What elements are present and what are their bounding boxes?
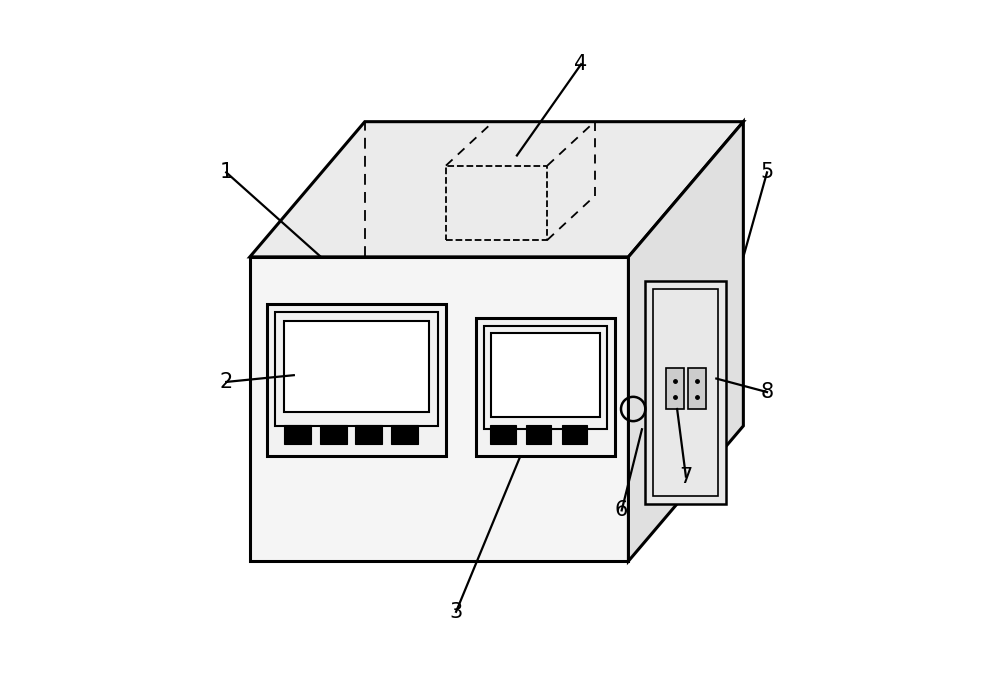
- Text: 7: 7: [679, 466, 693, 487]
- Polygon shape: [562, 425, 587, 444]
- Polygon shape: [476, 318, 615, 456]
- Polygon shape: [355, 425, 382, 444]
- Text: 2: 2: [220, 372, 233, 392]
- Polygon shape: [267, 304, 446, 456]
- Text: 6: 6: [615, 500, 628, 521]
- Polygon shape: [526, 425, 551, 444]
- Polygon shape: [490, 425, 516, 444]
- Polygon shape: [688, 368, 706, 409]
- Polygon shape: [284, 321, 429, 412]
- Polygon shape: [666, 368, 684, 409]
- Polygon shape: [645, 281, 726, 504]
- Text: 4: 4: [574, 54, 588, 74]
- Polygon shape: [284, 425, 311, 444]
- Text: 1: 1: [220, 162, 233, 183]
- Polygon shape: [628, 122, 743, 561]
- Text: 5: 5: [760, 162, 774, 183]
- Polygon shape: [250, 257, 628, 561]
- Polygon shape: [391, 425, 418, 444]
- Text: 3: 3: [449, 602, 463, 622]
- Polygon shape: [320, 425, 347, 444]
- Text: 8: 8: [760, 382, 774, 402]
- Polygon shape: [491, 333, 600, 417]
- Polygon shape: [250, 122, 743, 257]
